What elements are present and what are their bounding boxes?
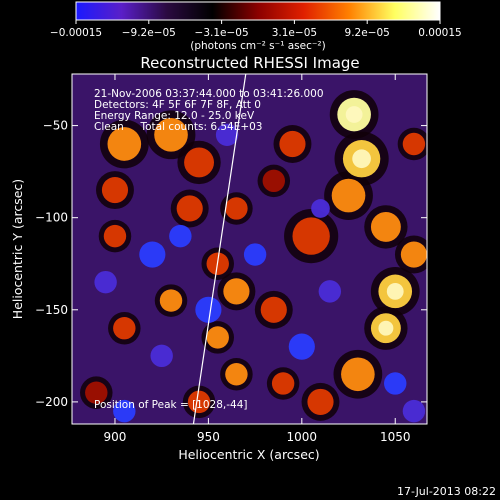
colorbar-tick-label: −3.1e−05 [195,27,249,39]
heatmap-source-blob [225,197,248,220]
heatmap-negative-blob [311,199,330,218]
heatmap-source-core [378,320,394,336]
colorbar-units-label: (photons cm⁻² s⁻¹ asec⁻²) [190,40,325,52]
x-axis-ticks: 900 950 1000 1050 [104,74,411,444]
heatmap-negative-blob [113,399,136,423]
peak-position-label: Position of Peak = [1028,-44] [94,399,248,411]
y-axis-label: Heliocentric Y (arcsec) [10,179,25,319]
heatmap-source-blob [279,130,306,158]
heatmap-source-blob [113,317,136,340]
heatmap-negative-blob [402,399,426,423]
heatmap-source-blob [402,132,426,156]
y-tick-label: −150 [35,303,68,317]
heatmap-negative-blob [215,123,239,146]
colorbar-ticks: −0.00015 −9.2e−05 −3.1e−05 3.1e−05 9.2e−05 0.… [50,20,462,39]
y-tick-label: −100 [35,211,68,225]
heatmap-source-core [345,106,363,123]
annotation-energy-range: Energy Range: 12.0 - 25.0 keV [94,110,255,122]
heatmap-source-blob [271,372,295,395]
x-tick-label: 900 [104,430,127,444]
heatmap-source-blob [260,296,287,323]
heatmap-negative-blob [139,241,166,268]
heatmap-source-blob [223,278,250,305]
y-axis-ticks: −50 −100 −150 −200 [35,119,427,409]
colorbar-tick-label: 3.1e−05 [272,27,317,39]
colorbar [75,1,441,21]
heatmap-source-blob [187,390,211,414]
x-tick-label: 1050 [380,430,411,444]
y-tick-label: −50 [43,119,68,133]
heatmap-source-blob [262,169,285,193]
heatmap-source-blob [107,127,142,161]
colorbar-tick-label: 9.2e−05 [345,27,390,39]
heatmap-source-blob [370,211,401,242]
y-tick-label: −200 [35,395,68,409]
heatmap-negative-blob [195,296,222,323]
annotation-time-range: 21-Nov-2006 03:37:44.000 to 03:41:26.000 [94,88,324,100]
heatmap-negative-blob [384,372,407,395]
solar-limb-line [192,74,247,424]
colorbar-tick-label: −0.00015 [50,27,102,39]
heatmap-source-blob [206,326,229,349]
heatmap-source-blob [225,363,248,386]
colorbar-tick-label: 0.00015 [418,27,461,39]
heatmap-source-blob [176,195,203,222]
heatmap-negative-blob [94,270,117,294]
heatmap-source-blob [400,241,427,268]
heatmap-source-blob [103,224,127,248]
heatmap-source-core [352,149,371,169]
plot-frame [71,73,428,425]
x-axis-label: Heliocentric X (arcsec) [178,447,319,462]
heatmap-source-blob [101,176,129,204]
heatmap-negative-blob [243,243,267,266]
heatmap-source-blob [154,117,188,152]
annotation-clean-counts: Clean Total counts: 6.54E+03 [94,121,263,133]
heatmap-negative-blob [150,344,173,368]
annotation-detectors: Detectors: 4F 5F 6F 7F 8F, Att 0 [94,99,261,111]
heatmap-source-blob [331,178,366,213]
heatmap-source-blob [85,381,108,404]
heatmap-source-blob [341,357,375,392]
x-tick-label: 950 [197,430,220,444]
heatmap-negative-blob [318,280,342,303]
heatmap-source-blob [307,388,334,415]
heatmap-source-blob [159,289,183,312]
heatmap-source-blob [292,217,330,255]
chart-title: Reconstructed RHESSI Image [140,54,359,72]
heatmap-image [80,90,427,423]
heatmap-negative-blob [288,333,315,360]
colorbar-tick-label: −9.2e−05 [122,27,176,39]
heatmap-negative-blob [169,224,192,248]
heatmap-source-core [386,282,404,300]
heatmap-source-blob [184,147,214,178]
x-tick-label: 1000 [287,430,318,444]
timestamp: 17-Jul-2013 08:22 [397,485,496,498]
